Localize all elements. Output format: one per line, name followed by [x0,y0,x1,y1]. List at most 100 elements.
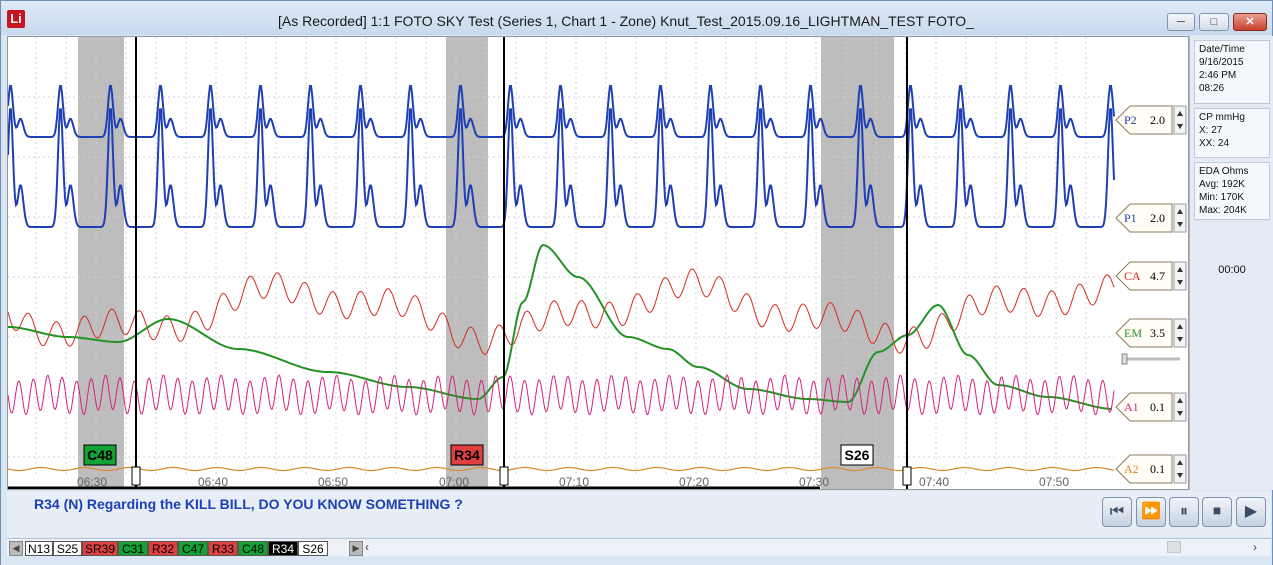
spinner-up-icon[interactable] [1177,209,1183,214]
fast-forward-button[interactable]: ⏩ [1136,497,1166,527]
tab-c48[interactable]: C48 [238,541,268,556]
tab-c31[interactable]: C31 [118,541,148,556]
stop-icon: ⏹ [1212,503,1221,520]
play-icon: ▶ [1244,503,1258,520]
channel-label-ca[interactable]: CA 4.7 [1115,261,1187,291]
tab-scroll-left-button[interactable]: ◀ [9,541,23,556]
rewind-button[interactable]: ⏮ [1102,497,1132,527]
spinner-up-icon[interactable] [1177,460,1183,465]
channel-spinner[interactable] [1173,203,1187,233]
arrow-left-icon: ◀ [12,543,20,553]
channel-spinner[interactable] [1173,392,1187,422]
spinner-down-icon[interactable] [1177,411,1183,416]
time-tick-label: 07:20 [679,475,709,489]
question-marker[interactable]: S26 [840,444,874,466]
maximize-button[interactable]: □ [1199,13,1229,31]
tab-r33[interactable]: R33 [208,541,238,556]
channel-label-box [1115,203,1173,233]
scroll-right-icon[interactable]: › [1253,540,1257,554]
channel-spinner[interactable] [1173,454,1187,484]
stop-button[interactable]: ⏹ [1202,497,1232,527]
channel-label-box [1115,105,1173,135]
channel-name: CA [1124,269,1141,283]
tab-n13[interactable]: N13 [25,541,53,556]
channel-spinner[interactable] [1173,318,1187,348]
channel-label-box [1115,454,1173,484]
time-tick-label: 06:50 [318,475,348,489]
title-bar: Li [As Recorded] 1:1 FOTO SKY Test (Seri… [1,1,1272,35]
event-handle[interactable] [131,466,141,486]
scrollbar-thumb[interactable] [1167,541,1181,553]
spinner-up-icon[interactable] [1177,398,1183,403]
app-logo: Li [7,10,25,28]
channel-label-em[interactable]: EM 3.5 [1115,318,1187,348]
eda-min: Min: 170K [1199,192,1245,203]
tab-s25[interactable]: S25 [53,541,82,556]
info-side-panel: Date/Time 9/16/2015 2:46 PM 08:26 CP mmH… [1189,36,1273,490]
date-value: 9/16/2015 [1199,57,1244,68]
spinner-box [1173,203,1187,233]
event-handle[interactable] [902,466,912,486]
close-button[interactable]: ✕ [1233,13,1267,31]
horizontal-scrollbar[interactable]: ‹ › [365,540,1261,554]
question-marker[interactable]: R34 [450,444,484,466]
spinner-box [1173,318,1187,348]
channel-spinner[interactable] [1173,105,1187,135]
event-handle[interactable] [499,466,509,486]
channel-spinner[interactable] [1173,261,1187,291]
scroll-left-icon[interactable]: ‹ [365,540,369,554]
question-marker-label: C48 [87,447,113,463]
pause-button[interactable]: ⏸ [1169,497,1199,527]
channel-value: 0.1 [1150,400,1165,414]
polygraph-chart[interactable]: C48 R34 S26 06:30 06:40 06:50 07:00 07:10 07:20… [7,36,1189,490]
status-strip [1,557,1272,565]
time-value: 2:46 PM [1199,70,1237,81]
spinner-down-icon[interactable] [1177,473,1183,478]
em-trace [8,243,1113,410]
question-marker[interactable]: C48 [83,444,117,466]
tab-r34[interactable]: R34 [268,541,298,556]
channel-label-p1[interactable]: P1 2.0 [1115,203,1187,233]
channel-label-box [1115,392,1173,422]
tab-scroll-right-button[interactable]: ▶ [349,541,363,556]
eda-avg: Avg: 192K [1199,179,1245,190]
spinner-down-icon[interactable] [1177,222,1183,227]
channel-label-a2[interactable]: A2 0.1 [1115,454,1187,484]
spinner-down-icon[interactable] [1177,337,1183,342]
tab-s26[interactable]: S26 [298,541,328,556]
minimize-button[interactable]: ─ [1167,13,1195,31]
question-band [78,37,124,489]
time-tick-label: 07:00 [439,475,469,489]
datetime-title: Date/Time [1199,44,1245,55]
spinner-down-icon[interactable] [1177,280,1183,285]
tab-r32[interactable]: R32 [148,541,178,556]
channel-label-p2[interactable]: P2 2.0 [1115,105,1187,135]
time-tick-label: 07:50 [1039,475,1069,489]
eda-title: EDA Ohms [1199,166,1249,177]
cp-box: CP mmHg X: 27 XX: 24 [1194,108,1270,158]
spinner-up-icon[interactable] [1177,111,1183,116]
spinner-down-icon[interactable] [1177,124,1183,129]
spinner-box [1173,392,1187,422]
p1-trace [7,108,1115,228]
channel-label-a1[interactable]: A1 0.1 [1115,392,1187,422]
question-bar: R34 (N) Regarding the KILL BILL, DO YOU … [7,491,1271,537]
arrow-right-icon: ▶ [352,543,360,553]
tab-sr39[interactable]: SR39 [82,541,118,556]
chart-canvas[interactable]: C48 R34 S26 06:30 06:40 06:50 07:00 07:10 07:20… [7,37,1188,490]
spinner-up-icon[interactable] [1177,267,1183,272]
time-tick-label: 06:40 [198,475,228,489]
channel-name: A2 [1124,462,1139,476]
channel-value: 4.7 [1150,269,1165,283]
timer-readout: 00:00 [1218,264,1246,276]
em-slider-thumb[interactable] [1121,353,1128,365]
maximize-icon: □ [1210,16,1218,28]
play-button[interactable]: ▶ [1236,497,1266,527]
channel-value: 3.5 [1150,326,1165,340]
channel-label-box [1115,261,1173,291]
spinner-up-icon[interactable] [1177,324,1183,329]
spinner-box [1173,105,1187,135]
pause-icon: ⏸ [1179,503,1188,520]
tab-c47[interactable]: C47 [178,541,208,556]
